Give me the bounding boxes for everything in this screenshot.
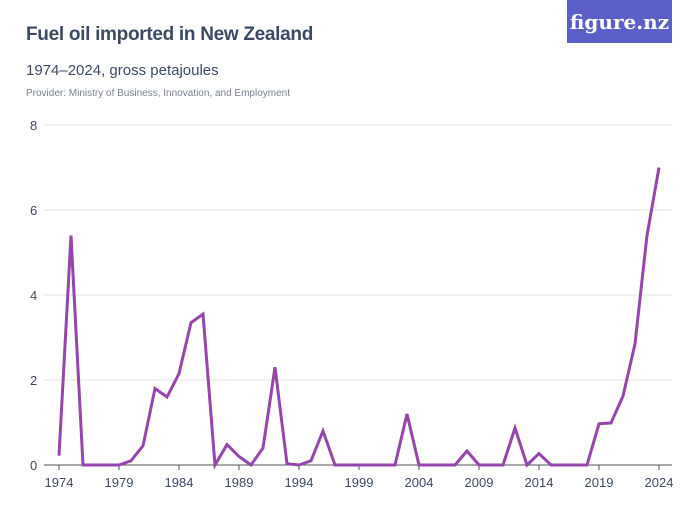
x-tick-label: 2014 <box>525 475 554 490</box>
x-tick-label: 2009 <box>465 475 494 490</box>
y-tick-label: 2 <box>30 373 37 388</box>
x-tick-label: 1984 <box>165 475 194 490</box>
chart-title: Fuel oil imported in New Zealand <box>26 24 314 45</box>
figure-nz-logo[interactable]: figure.nz <box>567 0 672 43</box>
y-tick-label: 8 <box>30 118 37 133</box>
y-tick-label: 0 <box>30 458 37 473</box>
x-tick-label: 1999 <box>345 475 374 490</box>
x-tick-label: 2024 <box>645 475 674 490</box>
x-tick-label: 2004 <box>405 475 434 490</box>
x-tick-label: 1979 <box>105 475 134 490</box>
y-tick-label: 6 <box>30 203 37 218</box>
y-tick-label: 4 <box>30 288 37 303</box>
provider-note: Provider: Ministry of Business, Innovati… <box>26 88 291 99</box>
x-tick-label: 1974 <box>45 475 74 490</box>
x-tick-label: 1994 <box>285 475 314 490</box>
x-tick-label: 2019 <box>585 475 614 490</box>
x-tick-label: 1989 <box>225 475 254 490</box>
series-line <box>57 167 661 470</box>
chart-subtitle: 1974–2024, gross petajoules <box>26 62 219 79</box>
